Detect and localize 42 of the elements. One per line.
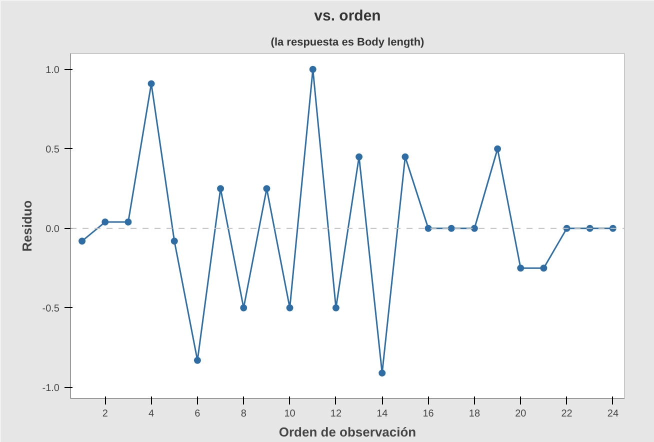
point bbox=[332, 304, 340, 312]
x-tick-label: 20 bbox=[515, 408, 527, 420]
y-tick-label: -0.5 bbox=[42, 303, 60, 314]
chart-title: vs. orden bbox=[314, 8, 381, 24]
x-tick-label: 2 bbox=[102, 408, 108, 420]
point bbox=[517, 264, 524, 272]
point bbox=[356, 153, 363, 160]
x-tick-label: 6 bbox=[194, 408, 201, 420]
chart-subtitle: (la respuesta es Body length) bbox=[270, 36, 425, 48]
x-tick-label: 4 bbox=[148, 408, 155, 420]
x-tick-label: 8 bbox=[240, 408, 247, 420]
point bbox=[78, 238, 86, 245]
point bbox=[309, 66, 316, 73]
point bbox=[402, 153, 409, 160]
point bbox=[424, 224, 432, 232]
y-axis-title: Residuo bbox=[19, 200, 34, 252]
x-tick-label: 22 bbox=[561, 408, 573, 420]
point bbox=[124, 218, 132, 226]
y-tick-label: 1.0 bbox=[46, 64, 60, 76]
point bbox=[470, 224, 478, 232]
x-tick-label: 18 bbox=[468, 408, 480, 420]
point bbox=[194, 356, 201, 364]
y-tick-label: 0.5 bbox=[46, 144, 60, 156]
x-tick-label: 14 bbox=[376, 408, 388, 420]
y-tick-label: -1.0 bbox=[42, 382, 60, 394]
point bbox=[217, 185, 224, 192]
x-tick-label: 12 bbox=[330, 408, 342, 420]
point bbox=[494, 145, 502, 152]
y-tick-label: 0.0 bbox=[46, 224, 60, 235]
x-tick-label: 16 bbox=[422, 408, 434, 420]
point bbox=[540, 264, 548, 272]
x-axis-title: Orden de observación bbox=[278, 424, 416, 440]
point bbox=[170, 238, 178, 245]
point bbox=[448, 224, 455, 232]
point bbox=[240, 304, 248, 312]
point bbox=[148, 80, 155, 88]
point bbox=[102, 218, 109, 226]
x-tick-label: 24 bbox=[607, 408, 619, 420]
point bbox=[286, 304, 294, 312]
point bbox=[378, 370, 386, 377]
point bbox=[263, 185, 270, 192]
x-tick-label: 10 bbox=[284, 408, 296, 420]
